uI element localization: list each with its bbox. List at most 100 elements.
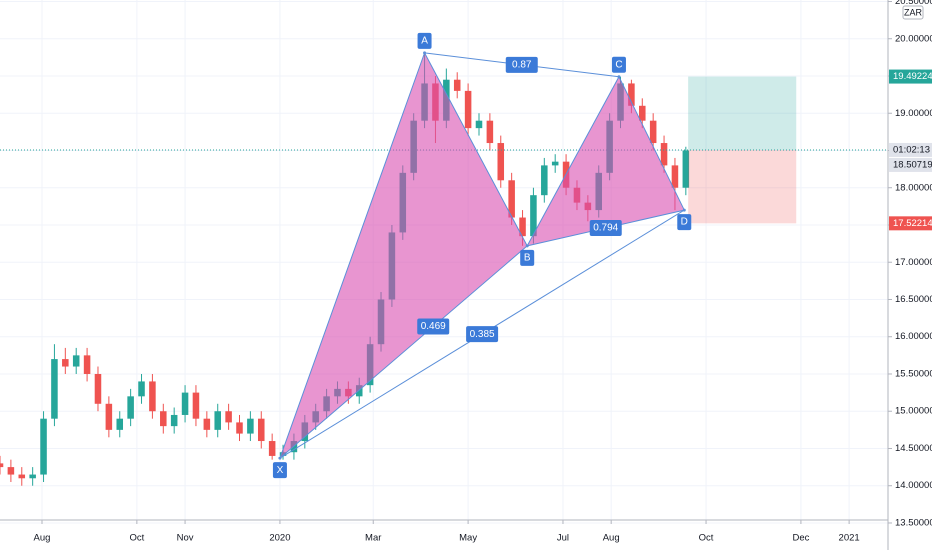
candle-body [682,150,690,188]
candle-body [247,418,254,434]
candle-body [258,418,265,442]
point-label-box [272,462,287,479]
pattern-line [526,76,620,247]
point-label: A [421,36,428,47]
candle-body [7,467,15,475]
candle-body [671,165,679,188]
candle-body [138,381,145,397]
candle-body [508,180,515,218]
candle-body [160,411,167,427]
y-tick-label: 13.50000 [895,517,932,528]
ratio-box [417,318,450,335]
x-tick-label: Oct [129,533,144,544]
pattern-line [279,245,528,459]
currency: ZAR [904,7,923,17]
point-label: D [681,217,688,228]
candle-body [464,90,472,129]
candle-body [170,414,178,427]
pattern-line [424,52,528,247]
candle-body [453,79,461,91]
candle-body [225,411,232,423]
x-tick-label: Nov [177,533,194,544]
ratio-label: 0.469 [421,321,446,332]
x-tick-label: Aug [34,533,51,544]
x-tick-label: Dec [792,533,809,544]
pattern-point [278,456,282,460]
y-tick-label: 17.00000 [895,257,932,268]
point-label-box [417,32,432,49]
ratio-label: 0.385 [470,329,495,340]
x-tick-label: Jul [557,533,569,544]
point-label-box [520,249,535,266]
y-tick-label: 14.50000 [895,443,932,454]
x-tick-label: Aug [603,533,620,544]
x-tick-label: Oct [699,533,714,544]
point-label-box [677,214,692,231]
candle-body [181,392,189,415]
candle-body [475,120,483,129]
last-price: 18.50719 [893,159,932,170]
ratio-label: 0.87 [512,59,532,70]
ratio-box [589,219,622,236]
ratio-box [466,326,499,343]
x-tick-label: May [459,533,477,544]
candle-body [530,195,537,237]
y-tick-label: 16.00000 [895,331,932,342]
candle-body [628,83,635,106]
y-tick-label: 18.00000 [895,182,932,193]
candle-body [105,403,113,430]
candle-body [355,385,363,397]
y-tick-label: 20.50000 [895,0,932,7]
candle-body [72,355,80,367]
y-tick-label: 19.00000 [895,108,932,119]
stop-price: 17.52214 [893,218,932,229]
last-price-box [889,157,932,172]
candle-body [649,120,657,144]
candle-body [51,359,58,419]
y-tick-label: 14.00000 [895,480,932,491]
candle-body [0,463,4,468]
pattern-point [617,75,621,79]
countdown: 01:02:13 [893,144,930,155]
candle-body [94,373,102,404]
pattern-point [525,244,529,248]
candle-body [486,120,494,144]
candle-body [497,143,505,181]
point-label: B [524,252,531,263]
target-zone [688,76,797,150]
candle-body [83,355,91,374]
candle-body [192,392,200,419]
candle-body [639,105,646,121]
candle-body [29,474,36,479]
y-tick-label: 15.00000 [895,406,932,417]
candle-body [116,418,124,430]
candle-body [236,422,243,434]
x-tick-label: 2021 [839,533,860,544]
pattern-line [279,52,426,459]
countdown-box [889,142,932,157]
pattern-point [682,208,686,212]
ratio-label: 0.794 [593,223,618,234]
candle-body [18,474,26,479]
x-tick-label: 2020 [269,533,290,544]
y-tick-label: 15.50000 [895,368,932,379]
candle-body [62,359,69,367]
plot: X A B C D 0.469 0.385 0.87 0.794 [0,32,888,486]
target-price: 19.49224 [893,71,932,82]
point-label: X [277,465,284,476]
stop-zone [688,149,797,224]
pattern-line [618,76,685,211]
candle-body [40,418,47,475]
point-label-box [611,56,626,73]
candle-body [127,396,134,419]
pattern-fill [279,52,528,459]
candle-body [541,165,548,196]
candle-body [149,381,156,412]
point-label: C [615,59,622,70]
axis: 13.50000 14.00000 14.50000 15.00000 15.50000… [34,0,932,544]
candle-body [203,418,211,430]
x-tick-label: Mar [365,533,381,544]
candle-body [551,161,559,166]
candle-body [268,441,276,456]
